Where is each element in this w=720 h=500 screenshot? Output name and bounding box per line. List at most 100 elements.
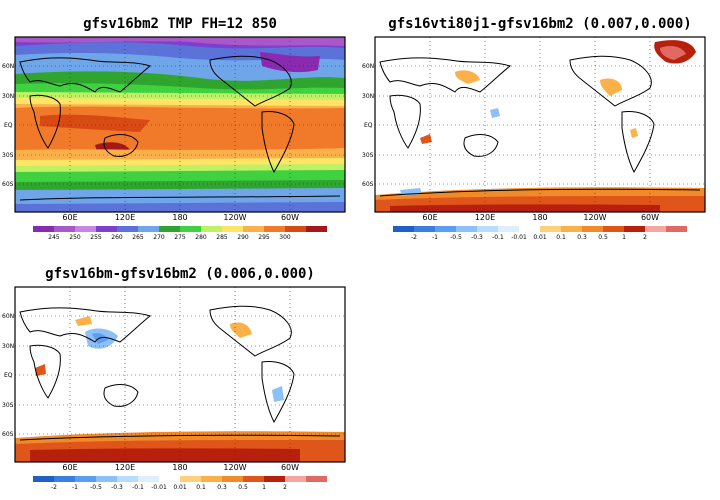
temperature-map [14, 36, 346, 213]
lon-label: 120E [474, 213, 496, 222]
colorbar-label: 280 [195, 234, 207, 241]
colorbar-swatch [54, 476, 75, 482]
lon-label: 60W [280, 463, 300, 472]
lat-label: EQ [4, 122, 13, 129]
lon-label: 180 [172, 463, 188, 472]
panel-tmp-850: gfsv16bm2 TMP FH=12 850 [0, 0, 360, 250]
colorbar-swatch [264, 226, 285, 232]
colorbar-label: -0.5 [450, 234, 462, 241]
colorbar-swatch [201, 476, 222, 482]
colorbar-label: -0.01 [151, 484, 167, 491]
colorbar-label: -1 [432, 234, 438, 241]
colorbar-label: 260 [111, 234, 123, 241]
colorbar-swatch [138, 476, 159, 482]
colorbar-swatch [519, 226, 540, 232]
colorbar-label: 2 [643, 234, 647, 241]
colorbar-label: 295 [258, 234, 270, 241]
colorbar-swatch [393, 226, 414, 232]
colorbar-swatch [435, 226, 456, 232]
colorbar-swatch [414, 226, 435, 232]
colorbar-swatch [561, 226, 582, 232]
colorbar-swatch [54, 226, 75, 232]
colorbar-labels: -2 -1 -0.5 -0.3 -0.1 -0.01 0.01 0.1 0.3 0.5 1 2 [33, 484, 327, 492]
colorbar-swatch [33, 476, 54, 482]
colorbar-label: -0.5 [90, 484, 102, 491]
colorbar-label: 2 [283, 484, 287, 491]
colorbar-swatch [624, 226, 645, 232]
colorbar-swatch [117, 226, 138, 232]
colorbar-label: 0.01 [533, 234, 547, 241]
colorbar-label: 0.5 [598, 234, 608, 241]
colorbar-label: 275 [174, 234, 186, 241]
lon-label: 120E [114, 463, 136, 472]
lat-label: 30N [362, 93, 375, 100]
lat-label: 30S [362, 152, 374, 159]
colorbar-label: 1 [622, 234, 626, 241]
colorbar-label: -0.3 [111, 484, 123, 491]
colorbar-label: 300 [279, 234, 291, 241]
colorbar-swatch [96, 226, 117, 232]
panel-diff-vti80j1: gfs16vti80j1-gfsv16bm2 (0.007,0.000) [360, 0, 720, 250]
lon-label: 120E [114, 213, 136, 222]
lat-label: 60N [2, 313, 15, 320]
colorbar-label: 0.3 [577, 234, 587, 241]
colorbar-swatch [117, 476, 138, 482]
colorbar-label: -0.1 [492, 234, 504, 241]
panel-title: gfs16vti80j1-gfsv16bm2 (0.007,0.000) [388, 16, 692, 32]
panel-diff-bm: gfsv16bm-gfsv16bm2 (0.006,0.000) [0, 250, 360, 500]
colorbar-swatch [645, 226, 666, 232]
colorbar-swatch [540, 226, 561, 232]
colorbar-label: 245 [48, 234, 60, 241]
colorbar-label: 0.1 [196, 484, 206, 491]
lat-label: 60S [2, 181, 14, 188]
colorbar-label: 0.01 [173, 484, 187, 491]
colorbar [33, 476, 327, 482]
lat-label: 60S [362, 181, 374, 188]
lat-label: 30S [2, 152, 14, 159]
lon-label: 120W [223, 213, 247, 222]
lon-label: 60W [640, 213, 660, 222]
colorbar-swatch [666, 226, 687, 232]
colorbar-label: 290 [237, 234, 249, 241]
colorbar-label: -2 [411, 234, 417, 241]
colorbar-label: -1 [72, 484, 78, 491]
lon-label: 120W [223, 463, 247, 472]
colorbar-swatch [285, 476, 306, 482]
colorbar-swatch [264, 476, 285, 482]
lon-label: 180 [532, 213, 548, 222]
panel-title: gfsv16bm-gfsv16bm2 (0.006,0.000) [45, 266, 315, 282]
colorbar-swatch [582, 226, 603, 232]
colorbar-swatch [222, 226, 243, 232]
difference-map [374, 36, 706, 213]
colorbar-swatch [222, 476, 243, 482]
lat-label: EQ [364, 122, 373, 129]
colorbar-swatch [243, 226, 264, 232]
colorbar-swatch [201, 226, 222, 232]
colorbar-swatch [180, 226, 201, 232]
colorbar-swatch [75, 476, 96, 482]
colorbar [393, 226, 687, 232]
lat-label: 30S [2, 402, 14, 409]
panel-title: gfsv16bm2 TMP FH=12 850 [83, 16, 277, 32]
lat-label: 30N [2, 93, 15, 100]
lon-label: 60E [422, 213, 438, 222]
lon-label: 180 [172, 213, 188, 222]
colorbar-swatch [159, 476, 180, 482]
colorbar-swatch [306, 476, 327, 482]
colorbar-label: -0.1 [132, 484, 144, 491]
colorbar-label: 0.5 [238, 484, 248, 491]
colorbar-swatch [96, 476, 117, 482]
colorbar-labels: 245 250 255 260 265 270 275 280 285 290 295 300 [33, 234, 327, 242]
colorbar-label: 0.3 [217, 484, 227, 491]
lon-label: 60W [280, 213, 300, 222]
colorbar-label: 285 [216, 234, 228, 241]
colorbar-swatch [477, 226, 498, 232]
colorbar-labels: -2 -1 -0.5 -0.3 -0.1 -0.01 0.01 0.1 0.3 0.5 1 2 [393, 234, 687, 242]
colorbar-swatch [180, 476, 201, 482]
lon-label: 120W [583, 213, 607, 222]
colorbar-label: 250 [69, 234, 81, 241]
colorbar-swatch [456, 226, 477, 232]
colorbar-label: -0.3 [471, 234, 483, 241]
colorbar-label: 255 [90, 234, 102, 241]
colorbar-swatch [498, 226, 519, 232]
